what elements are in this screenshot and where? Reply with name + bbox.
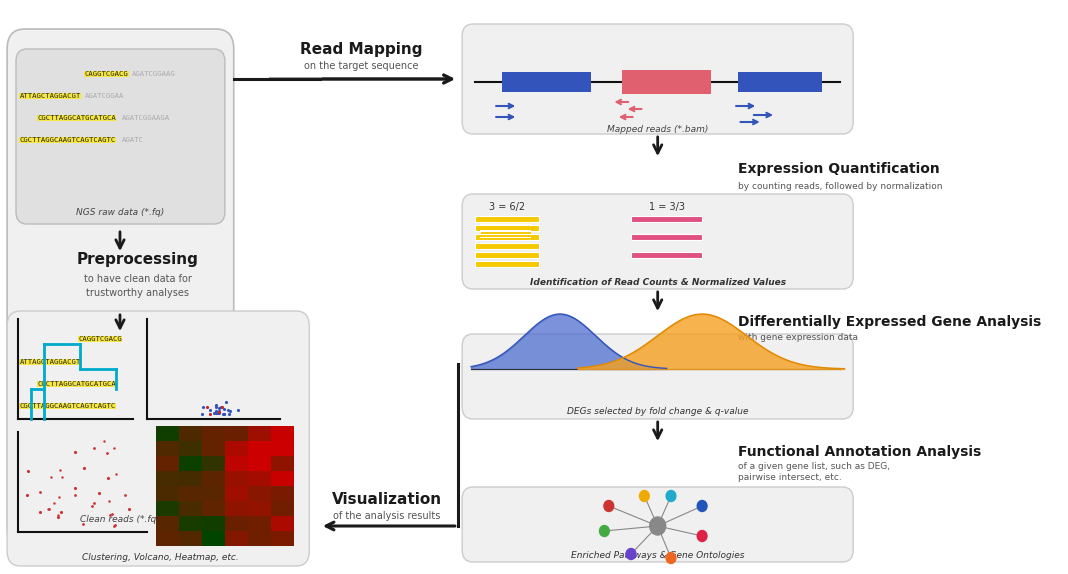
Text: DEGs selected by fold change & q-value: DEGs selected by fold change & q-value bbox=[567, 406, 749, 416]
Bar bbox=[631, 215, 702, 222]
FancyBboxPatch shape bbox=[738, 72, 822, 92]
Text: Read Mapping: Read Mapping bbox=[300, 41, 423, 56]
Text: with gene expression data: with gene expression data bbox=[738, 332, 858, 342]
FancyBboxPatch shape bbox=[623, 70, 711, 94]
Circle shape bbox=[697, 501, 707, 511]
Bar bbox=[480, 224, 532, 225]
Text: Functional Annotation Analysis: Functional Annotation Analysis bbox=[738, 445, 980, 459]
Text: Mapped reads (*.bam): Mapped reads (*.bam) bbox=[607, 126, 708, 134]
Text: CGCTTAGGCAAGTCAGTCAGTC: CGCTTAGGCAAGTCAGTCAGTC bbox=[19, 403, 115, 409]
Text: CGCTTAGGCAAGTCAGTCAGTC: CGCTTAGGCAAGTCAGTCAGTC bbox=[19, 137, 115, 143]
FancyBboxPatch shape bbox=[462, 24, 853, 134]
Bar bbox=[475, 242, 539, 249]
Text: AGATCGGAAGA: AGATCGGAAGA bbox=[122, 115, 170, 121]
Text: ATTAGCTAGGACGT: ATTAGCTAGGACGT bbox=[19, 359, 81, 365]
Text: 3 = 6/2: 3 = 6/2 bbox=[488, 202, 524, 212]
Text: Enriched Pathways & Gene Ontologies: Enriched Pathways & Gene Ontologies bbox=[571, 550, 744, 560]
Circle shape bbox=[666, 553, 676, 564]
Text: of the analysis results: of the analysis results bbox=[333, 511, 440, 521]
FancyBboxPatch shape bbox=[462, 334, 853, 419]
Text: CAGGTCGACG: CAGGTCGACG bbox=[78, 336, 122, 342]
Circle shape bbox=[626, 549, 635, 560]
Bar bbox=[480, 223, 532, 228]
Text: by counting reads, followed by normalization: by counting reads, followed by normaliza… bbox=[738, 181, 942, 191]
Text: CAGGTCGACG: CAGGTCGACG bbox=[84, 71, 128, 77]
Bar bbox=[475, 215, 539, 222]
Text: NGS raw data (*.fq): NGS raw data (*.fq) bbox=[76, 207, 164, 216]
Circle shape bbox=[649, 517, 665, 535]
Bar bbox=[480, 229, 532, 235]
FancyBboxPatch shape bbox=[462, 194, 853, 289]
Text: Clustering, Volcano, Heatmap, etc.: Clustering, Volcano, Heatmap, etc. bbox=[81, 553, 238, 561]
Circle shape bbox=[666, 491, 676, 502]
Bar bbox=[475, 224, 539, 231]
Bar bbox=[480, 236, 532, 238]
FancyBboxPatch shape bbox=[502, 72, 591, 92]
Text: Identification of Read Counts & Normalized Values: Identification of Read Counts & Normaliz… bbox=[530, 277, 786, 286]
Text: AGATC: AGATC bbox=[122, 137, 144, 143]
Bar bbox=[480, 230, 532, 231]
FancyBboxPatch shape bbox=[462, 487, 853, 562]
Bar bbox=[475, 234, 539, 240]
FancyBboxPatch shape bbox=[7, 311, 310, 566]
Bar bbox=[631, 234, 702, 240]
Text: Differentially Expressed Gene Analysis: Differentially Expressed Gene Analysis bbox=[738, 315, 1041, 329]
Bar bbox=[480, 230, 532, 231]
Text: Clean reads (*.fq): Clean reads (*.fq) bbox=[80, 514, 160, 523]
Circle shape bbox=[640, 491, 649, 502]
Text: 1 = 3/3: 1 = 3/3 bbox=[648, 202, 685, 212]
Circle shape bbox=[599, 526, 609, 537]
Text: AGATCGGAAG: AGATCGGAAG bbox=[131, 71, 175, 77]
FancyBboxPatch shape bbox=[7, 29, 234, 549]
Bar bbox=[475, 261, 539, 267]
Text: Preprocessing: Preprocessing bbox=[77, 251, 199, 266]
Text: CGCTTAGGCATGCATGCA: CGCTTAGGCATGCATGCA bbox=[37, 381, 116, 387]
Text: AGATCGGAA: AGATCGGAA bbox=[85, 93, 125, 99]
Bar bbox=[480, 224, 532, 225]
Circle shape bbox=[603, 501, 614, 511]
Text: ATTAGCTAGGACGT: ATTAGCTAGGACGT bbox=[19, 93, 81, 99]
Text: CGCTTAGGCATGCATGCA: CGCTTAGGCATGCATGCA bbox=[37, 115, 116, 121]
Text: to have clean data for
trustworthy analyses: to have clean data for trustworthy analy… bbox=[83, 274, 191, 297]
Text: of a given gene list, such as DEG,
pairwise intersect, etc.: of a given gene list, such as DEG, pairw… bbox=[738, 461, 890, 482]
Circle shape bbox=[697, 530, 707, 541]
Text: on the target sequence: on the target sequence bbox=[304, 61, 419, 71]
Bar bbox=[480, 216, 532, 222]
FancyBboxPatch shape bbox=[16, 49, 225, 224]
Bar bbox=[480, 223, 532, 228]
Bar bbox=[475, 251, 539, 258]
Bar bbox=[480, 229, 532, 235]
Bar bbox=[480, 216, 532, 222]
Text: Visualization: Visualization bbox=[331, 491, 442, 506]
FancyBboxPatch shape bbox=[16, 312, 225, 532]
Bar bbox=[631, 251, 702, 258]
Text: Expression Quantification: Expression Quantification bbox=[738, 162, 940, 176]
